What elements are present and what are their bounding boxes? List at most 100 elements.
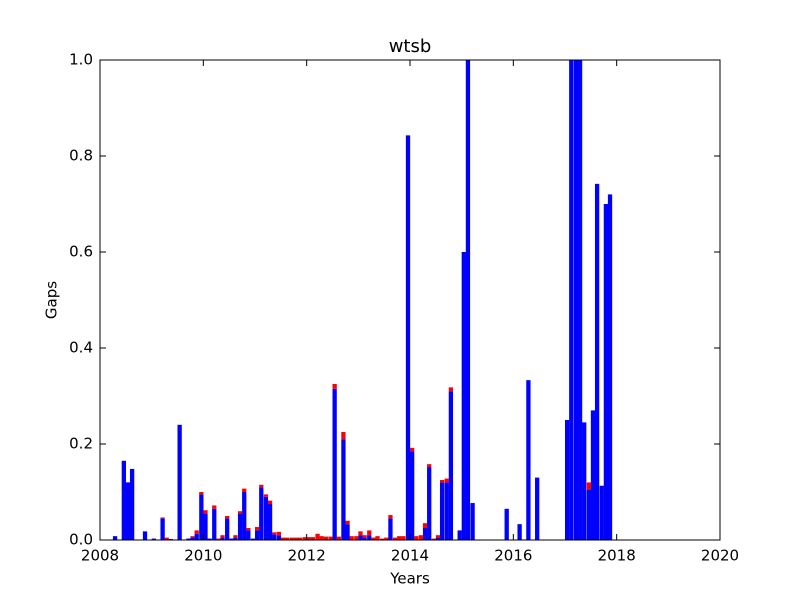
bar-segment <box>220 537 225 540</box>
bar-segment <box>599 485 604 540</box>
x-axis-label: Years <box>389 570 430 588</box>
bar-segment <box>354 536 359 540</box>
bar-segment <box>358 531 363 536</box>
bar-segment <box>461 252 466 540</box>
bar-segment <box>125 482 131 540</box>
bar-segment <box>590 410 596 540</box>
bar-segment <box>276 531 281 536</box>
x-tick-label: 2020 <box>701 547 739 565</box>
bar-segment <box>233 535 238 538</box>
bar-segment <box>362 537 367 540</box>
x-tick-label: 2010 <box>184 547 222 565</box>
bar-segment <box>465 60 471 540</box>
bar-segment <box>233 537 238 540</box>
x-tick-label: 2012 <box>288 547 326 565</box>
bar-segment <box>431 538 436 540</box>
bar-segment <box>255 530 260 540</box>
bar-segment <box>439 480 445 483</box>
bar-segment <box>280 537 286 540</box>
bar-segment <box>410 451 415 540</box>
bar-segment <box>565 420 570 540</box>
bar-segment <box>250 538 256 540</box>
bar-segment <box>444 478 449 483</box>
x-tick-label: 2014 <box>391 547 429 565</box>
bar-segment <box>255 527 260 531</box>
bar-segment <box>319 536 324 540</box>
bar-segment <box>526 380 531 540</box>
y-tick-label: 1.0 <box>69 51 93 69</box>
bar-segment <box>448 391 454 540</box>
bar-segment <box>199 492 204 495</box>
bar-segment <box>212 508 217 540</box>
bar-segment <box>199 494 204 540</box>
bar-segment <box>397 536 402 540</box>
bar-segment <box>332 388 337 540</box>
bar-segment <box>323 536 329 540</box>
bar-segment <box>341 432 346 440</box>
bar-segment <box>267 500 273 504</box>
bar-segment <box>310 537 316 540</box>
bar-segment <box>607 194 613 540</box>
x-tick-label: 2008 <box>81 547 119 565</box>
bar-segment <box>212 505 217 509</box>
bar-segment <box>332 384 337 389</box>
bar-segment <box>341 439 346 540</box>
bar-segment <box>586 482 591 490</box>
bar-segment <box>427 464 432 468</box>
y-axis-label: Gaps <box>43 281 61 319</box>
bar-segment <box>203 513 208 540</box>
bar-segment <box>186 538 191 540</box>
bar-segment <box>164 537 169 540</box>
bar-segment <box>225 516 230 519</box>
bar-segment <box>177 424 182 540</box>
bar-segment <box>121 460 126 540</box>
bar-segment <box>151 538 156 540</box>
bar-segment <box>375 536 380 540</box>
bar-segment <box>349 536 354 540</box>
bar-segment <box>371 537 376 540</box>
bar-segment <box>207 538 212 540</box>
bar-segment <box>517 524 522 540</box>
bar-segment <box>582 422 587 540</box>
chart-title: wtsb <box>389 36 432 57</box>
bar-segment <box>272 534 277 540</box>
bar-segment <box>367 535 372 540</box>
bar-segment <box>401 536 406 540</box>
bar-segment <box>160 518 165 540</box>
bar-segment <box>302 537 307 540</box>
bar-segment <box>603 204 609 540</box>
bar-segment <box>384 537 389 540</box>
bar-segment <box>246 530 251 540</box>
bar-segment <box>345 520 350 525</box>
bar-segment <box>422 523 428 528</box>
bar-segment <box>362 535 367 538</box>
bar-segment <box>573 60 579 540</box>
bar-segment <box>289 537 294 540</box>
bar-segment <box>577 60 583 540</box>
bar-segment <box>586 489 591 540</box>
bar-segment <box>422 528 428 540</box>
bar-segment <box>246 528 251 531</box>
bar-segment <box>594 183 600 540</box>
bar-segment <box>242 488 247 492</box>
bar-segment <box>367 530 372 536</box>
bar-segment <box>388 515 393 519</box>
bar-segment <box>535 477 540 540</box>
bar-segment <box>410 447 415 452</box>
bar-segment <box>237 511 243 514</box>
bar-segment <box>380 538 385 540</box>
bar-segment <box>345 524 350 540</box>
bar-segment <box>315 533 320 540</box>
bar-segment <box>112 536 118 540</box>
bar-segment <box>160 517 165 519</box>
bar-segment <box>405 135 411 541</box>
bar-segment <box>129 468 135 540</box>
bar-segment <box>259 487 264 540</box>
y-tick-label: 0.4 <box>69 339 93 357</box>
bar-segment <box>444 482 449 540</box>
bar-segment <box>216 538 221 540</box>
bar-segment <box>220 535 225 538</box>
bar-segment <box>142 531 148 540</box>
